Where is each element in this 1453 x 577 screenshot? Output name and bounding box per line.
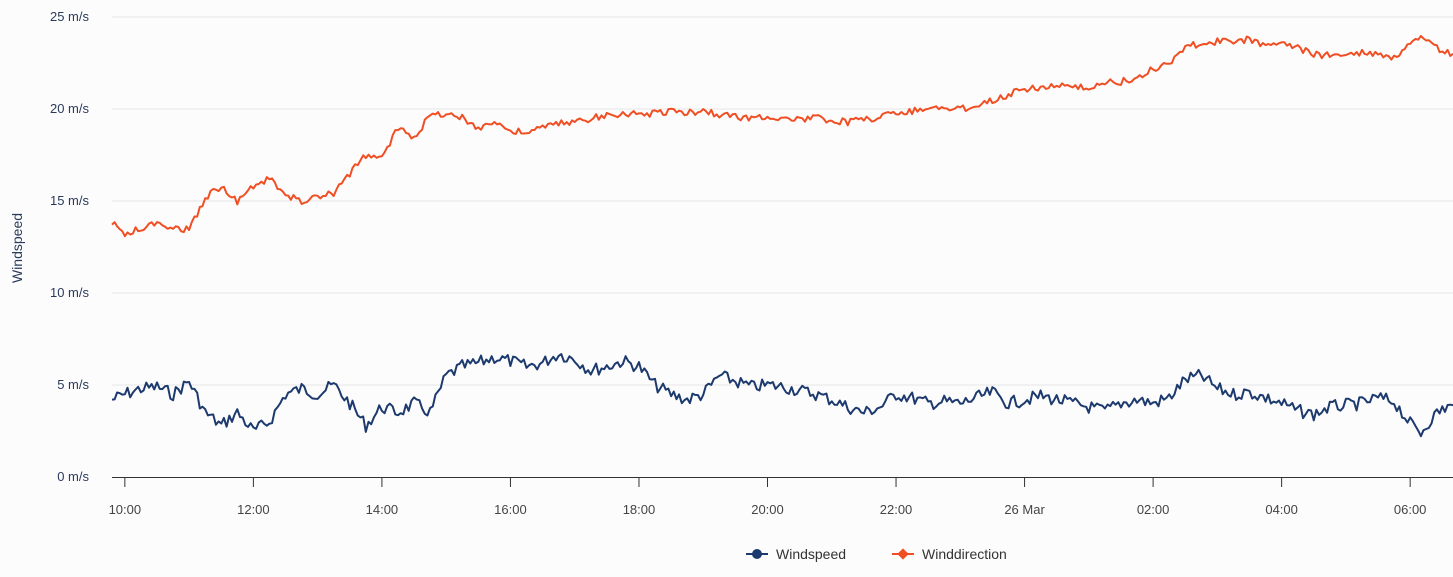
legend-swatch-windspeed [746, 548, 768, 560]
x-tick-label: 16:00 [494, 502, 527, 517]
x-tick-label: 26 Mar [1004, 502, 1045, 517]
y-tick-label: 10 m/s [50, 285, 90, 300]
x-tick-label: 04:00 [1265, 502, 1298, 517]
legend-label-windspeed: Windspeed [776, 546, 847, 562]
series-line-winddirection[interactable] [111, 34, 1453, 238]
x-tick-label: 12:00 [237, 502, 270, 517]
x-tick-label: 22:00 [880, 502, 913, 517]
legend-swatch-winddirection [892, 548, 914, 560]
y-axis-title: Windspeed [9, 213, 25, 283]
y-tick-label: 0 m/s [57, 469, 89, 484]
y-tick-label: 20 m/s [50, 101, 90, 116]
x-tick-label: 14:00 [366, 502, 399, 517]
x-tick-label: 02:00 [1137, 502, 1170, 517]
y-axis: 0 m/s 5 m/s 10 m/s 15 m/s 20 m/s 25 m/s [50, 9, 90, 484]
y-tick-label: 15 m/s [50, 193, 90, 208]
y-tick-label: 25 m/s [50, 9, 90, 24]
x-axis: 10:00 12:00 14:00 16:00 18:00 20:00 22:00 26 Ma… [109, 477, 1453, 517]
legend-item-winddirection[interactable]: Winddirection [892, 546, 1007, 562]
legend-label-winddirection: Winddirection [922, 546, 1007, 562]
x-tick-label: 06:00 [1394, 502, 1427, 517]
legend: Windspeed Winddirection [0, 546, 1453, 570]
x-tick-label: 20:00 [751, 502, 784, 517]
legend-item-windspeed[interactable]: Windspeed [746, 546, 846, 562]
x-tick-label: 18:00 [623, 502, 656, 517]
series-layer [111, 34, 1453, 438]
x-tick-label: 10:00 [109, 502, 142, 517]
y-tick-label: 5 m/s [57, 377, 89, 392]
series-line-windspeed[interactable] [111, 353, 1453, 438]
grid-lines [112, 16, 1453, 386]
